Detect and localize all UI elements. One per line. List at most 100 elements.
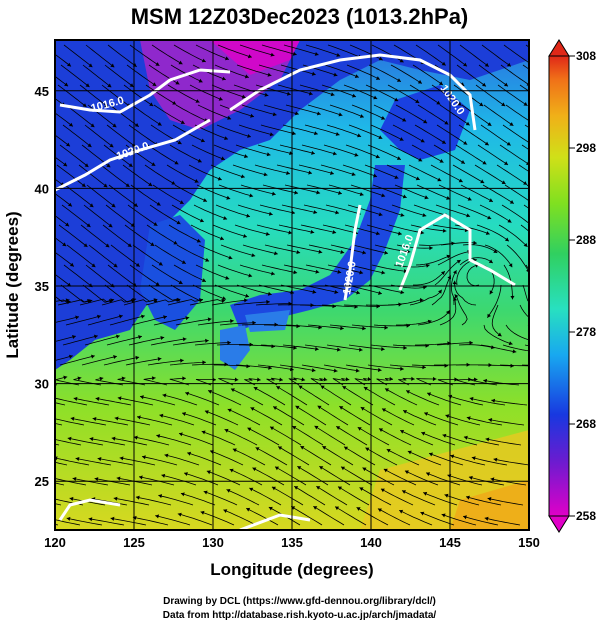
colorbar-tick-label: 268 [576,417,596,431]
streamline [347,204,383,216]
streamline-arrowhead [182,376,186,381]
streamline [432,224,469,231]
streamline-arrowhead [11,454,15,458]
streamline-arrowhead [336,426,341,430]
streamline [266,377,283,386]
streamline [204,410,239,426]
streamline-arrowhead [67,62,71,67]
streamline [314,425,346,446]
streamline-arrowhead [243,234,247,238]
streamline [244,378,261,386]
streamline [213,144,249,158]
streamline [301,144,337,155]
streamline [522,64,529,70]
streamline-arrowhead [535,350,539,354]
streamline [367,364,404,370]
streamline [55,482,65,486]
streamline-arrowhead [351,172,356,176]
streamline [303,204,340,214]
streamline [59,144,89,168]
streamline [131,104,162,126]
streamline [150,338,187,346]
streamline-arrowhead [489,290,494,295]
streamline [416,184,451,200]
streamline [521,144,529,151]
streamline [350,184,386,197]
streamline [415,255,451,266]
y-axis-label: Latitude (degrees) [3,211,22,358]
streamline [465,496,502,506]
streamline-arrowhead [272,112,277,117]
streamline-arrowhead [158,494,163,499]
streamline [183,472,219,486]
streamline [409,289,443,306]
streamline [466,264,480,287]
contour-line [229,53,477,131]
streamline [498,224,528,248]
streamline [478,64,509,87]
streamline-arrowhead [273,406,278,410]
credit-drawing: Drawing by DCL (https://www.gfd-dennou.o… [163,596,436,607]
streamline-arrowhead [133,203,138,207]
streamline [141,456,178,466]
streamline-arrowhead [487,497,492,502]
streamline [261,264,298,274]
streamline-arrowhead [135,495,140,500]
streamline-arrowhead [207,317,212,322]
streamline-arrowhead [335,210,339,215]
streamline [274,466,307,486]
streamline-arrowhead [375,154,380,159]
streamline-arrowhead [245,293,249,298]
streamline [487,284,502,319]
streamline-arrowhead [182,337,187,342]
streamline [123,84,154,107]
streamline [237,204,273,215]
streamline-arrowhead [296,250,301,255]
streamline-arrowhead [359,347,363,352]
streamline-arrowhead [269,132,274,137]
streamline [144,164,176,185]
streamline-arrowhead [109,143,114,148]
streamline [386,448,420,466]
colorbar-tick-label: 288 [576,233,596,247]
streamline-arrowhead [270,52,275,57]
streamline [469,379,498,386]
streamline [149,204,181,225]
streamline-arrowhead [286,171,290,175]
streamline-arrowhead [155,62,160,66]
streamline [477,144,509,166]
streamline-arrowhead [48,496,52,500]
streamline-arrowhead [221,156,225,161]
streamline [281,204,318,214]
streamline [167,84,200,103]
streamline-arrowhead [295,111,299,116]
streamline-arrowhead [28,374,32,378]
streamline [206,470,241,486]
streamline-arrowhead [379,428,383,432]
streamline [480,344,517,353]
streamline-arrowhead [469,396,474,401]
streamline-arrowhead [63,162,68,167]
streamline-arrowhead [490,477,495,482]
streamline [288,377,306,386]
streamline-arrowhead [68,202,72,207]
streamline-arrowhead [332,230,337,235]
streamline-arrowhead [510,295,515,300]
streamline [389,364,426,368]
streamline [84,335,120,346]
streamline-arrowhead [333,72,338,77]
streamline [2,514,36,525]
streamline [329,324,366,330]
streamline-arrowhead [271,344,275,349]
streamline-arrowhead [244,74,249,79]
streamline [362,467,395,486]
streamline-arrowhead [227,408,232,413]
streamline-arrowhead [225,275,230,280]
streamline [72,477,109,486]
streamline-arrowhead [227,340,231,345]
streamline [9,394,43,405]
streamline-arrowhead [278,446,283,450]
streamline [55,273,72,287]
streamline-arrowhead [533,339,537,343]
streamline [423,492,458,506]
